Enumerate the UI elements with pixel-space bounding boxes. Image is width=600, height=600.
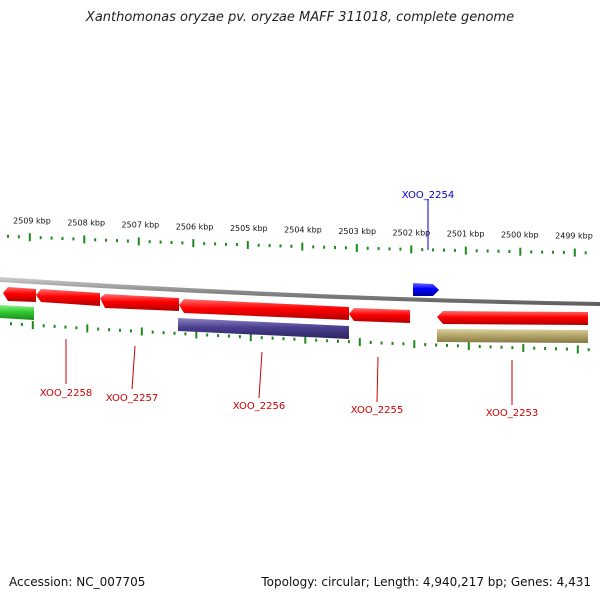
gene-arrow-xoo-2254[interactable] — [413, 283, 439, 296]
gene-label-xoo-2257[interactable]: XOO_2257 — [106, 393, 158, 404]
gene-label-xoo-2258[interactable]: XOO_2258 — [40, 388, 92, 399]
kbp-tick-label: 2502 kbp — [393, 228, 431, 237]
gene-arrow-xoo-2253[interactable] — [437, 311, 588, 325]
gene-arrow-xoo-2255[interactable] — [349, 308, 410, 323]
gene-label-xoo-2256[interactable]: XOO_2256 — [233, 401, 285, 412]
gene-callouts: XOO_2254 XOO_2258 XOO_2257 XOO_2256 XOO_… — [40, 190, 538, 419]
upper-tick-track — [7, 233, 587, 257]
topology-text: Topology: circular; Length: 4,940,217 bp… — [261, 575, 591, 589]
callout-line-xoo-2257 — [131, 345, 136, 390]
gene-arrow-xoo-2258[interactable] — [3, 287, 36, 302]
callout-line-xoo-2256 — [258, 351, 263, 399]
feature-track — [0, 283, 588, 343]
gene-arrow-xoo-2257-b[interactable] — [100, 294, 179, 311]
kbp-tick-label: 2509 kbp — [13, 216, 51, 225]
genome-backbone — [0, 277, 600, 306]
kbp-tick-label: 2501 kbp — [447, 230, 485, 239]
accession-text: Accession: NC_007705 — [9, 575, 146, 589]
kbp-tick-label: 2500 kbp — [501, 231, 539, 240]
gene-label-xoo-2255[interactable]: XOO_2255 — [351, 405, 403, 416]
kbp-tick-label: 2507 kbp — [122, 220, 160, 229]
purple-feature[interactable] — [178, 318, 349, 339]
kbp-scale-labels: 2509 kbp 2508 kbp 2507 kbp 2506 kbp 2505 kbp… — [13, 216, 593, 240]
gene-arrow-xoo-2257-a[interactable] — [36, 289, 100, 306]
kbp-tick-label: 2508 kbp — [67, 218, 105, 227]
callout-line-xoo-2255 — [376, 356, 379, 403]
gene-label-xoo-2254[interactable]: XOO_2254 — [402, 190, 454, 201]
kbp-tick-label: 2504 kbp — [284, 226, 322, 235]
gene-label-xoo-2253[interactable]: XOO_2253 — [486, 408, 538, 419]
kbp-tick-label: 2499 kbp — [555, 232, 593, 241]
kbp-tick-label: 2503 kbp — [338, 227, 376, 236]
lower-tick-track — [10, 321, 590, 354]
gene-arrow-xoo-2256[interactable] — [179, 299, 349, 320]
kbp-tick-label: 2505 kbp — [230, 224, 268, 233]
green-feature[interactable] — [0, 305, 34, 320]
genome-title: Xanthomonas oryzae pv. oryzae MAFF 31101… — [85, 10, 515, 25]
kbp-tick-label: 2506 kbp — [176, 222, 214, 231]
tan-feature[interactable] — [437, 329, 588, 343]
